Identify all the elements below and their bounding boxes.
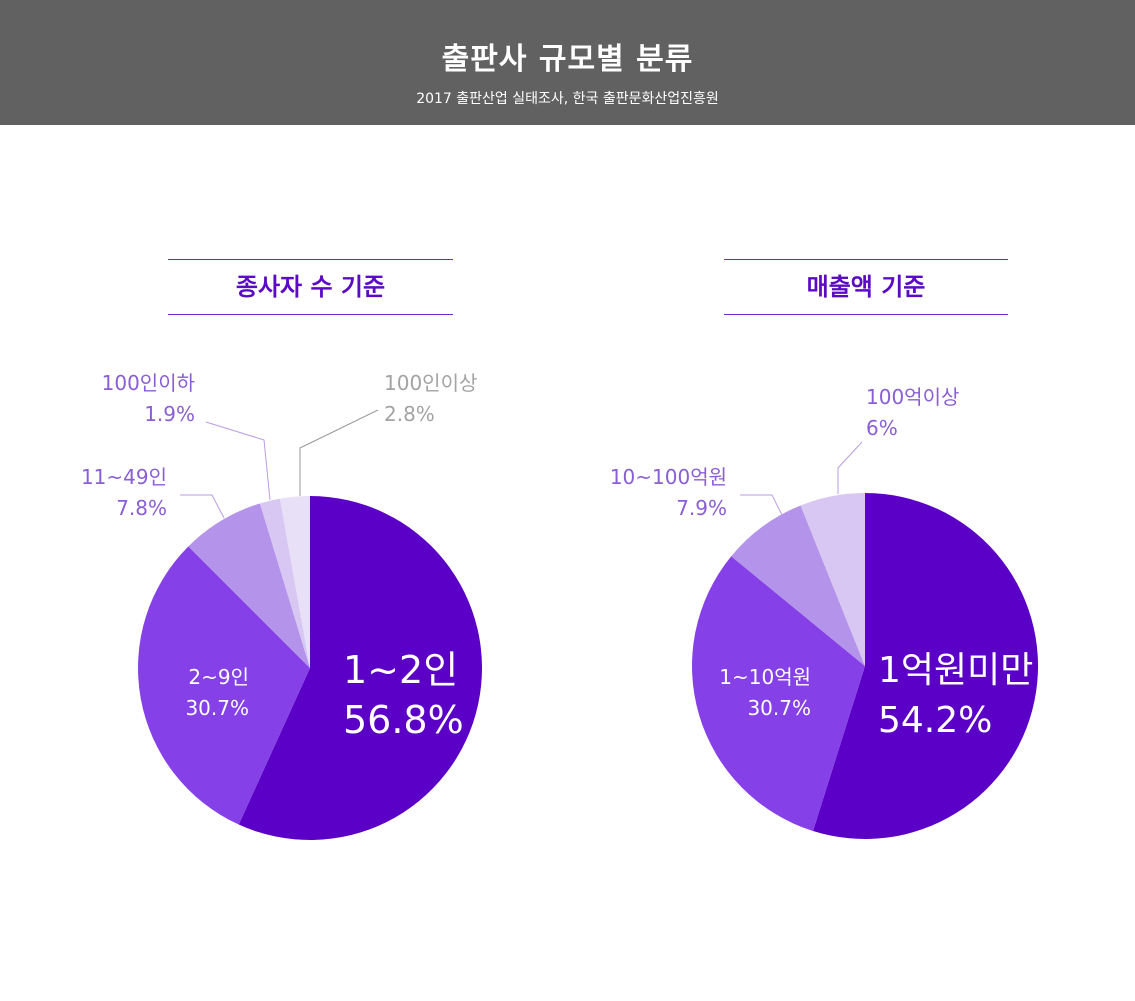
leader-line [205, 421, 271, 501]
page-subtitle: 2017 출판산업 실태조사, 한국 출판문화산업진흥원 [416, 91, 719, 107]
pie-slice [259, 498, 310, 668]
slice-value-label: 7.8% [116, 496, 167, 520]
slice-label: 100억이상 [866, 385, 959, 409]
slice-value-label: 6% [866, 416, 898, 440]
slice-value-label: 2.8% [384, 402, 435, 426]
slice-label: 10~100억원 [610, 465, 727, 489]
pie-slice [238, 496, 482, 840]
chart-title-revenue: 매출액 기준 [724, 259, 1008, 315]
pie-chart-1 [138, 496, 482, 840]
page-title: 출판사 규모별 분류 [441, 42, 694, 77]
slice-label: 100인이하 [102, 371, 195, 395]
slice-label: 1~2인 [343, 648, 458, 692]
slice-label: 1억원미만 [878, 650, 1033, 691]
pie-slice [279, 496, 310, 668]
pie-slice [813, 493, 1039, 839]
slice-label: 2~9인 [188, 665, 249, 689]
slice-label: 11~49인 [81, 465, 167, 489]
leader-line [180, 494, 225, 519]
slice-label: 100인이상 [384, 371, 477, 395]
pie-slice [800, 493, 865, 666]
header-bar: 출판사 규모별 분류 2017 출판산업 실태조사, 한국 출판문화산업진흥원 [0, 0, 1135, 125]
slice-value-label: 1.9% [144, 402, 195, 426]
slice-value-label: 30.7% [185, 696, 249, 720]
leader-line [837, 441, 863, 494]
chart-title-employees: 종사자 수 기준 [168, 259, 453, 315]
pie-slice [138, 546, 310, 825]
pie-slice [692, 556, 865, 831]
pie-slice [731, 505, 865, 666]
slice-value-label: 56.8% [343, 698, 464, 742]
pie-chart-2 [692, 493, 1039, 839]
pie-slice [188, 503, 310, 668]
leader-line [740, 494, 783, 516]
slice-label: 1~10억원 [719, 665, 811, 689]
slice-value-label: 7.9% [676, 496, 727, 520]
slice-value-label: 30.7% [747, 696, 811, 720]
leader-line [299, 409, 379, 496]
slice-value-label: 54.2% [878, 700, 992, 741]
